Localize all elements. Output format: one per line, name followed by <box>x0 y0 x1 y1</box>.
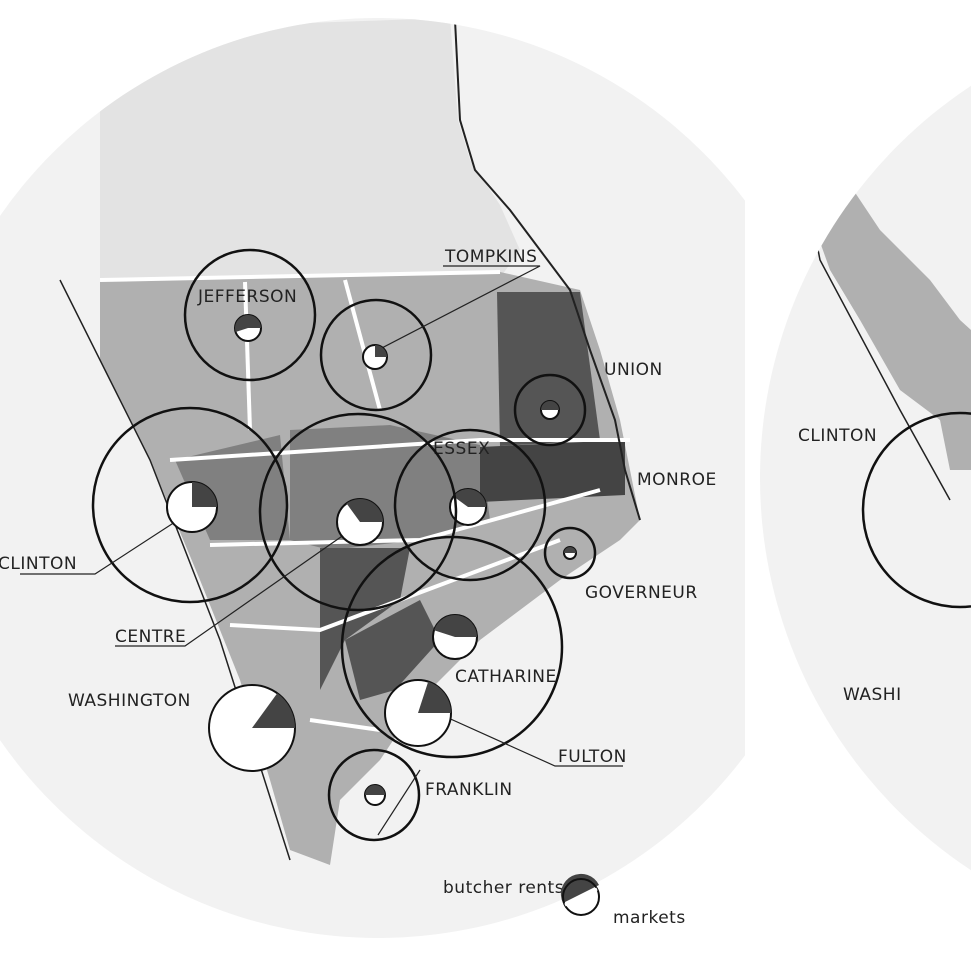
markets: JEFFERSON TOMPKINS UNION ESSEX MONROE CLINTON… <box>0 247 717 842</box>
market-range <box>91 406 289 604</box>
ward <box>497 292 600 446</box>
market-label: ESSEX <box>433 439 490 459</box>
shoreline <box>454 19 641 521</box>
pie-butcher <box>375 345 387 357</box>
pie-butcher <box>252 693 295 728</box>
inset-panel: CLINTON WASHI <box>760 85 971 871</box>
north-district <box>100 18 520 282</box>
ward <box>480 440 625 502</box>
market-label: CATHARINE <box>455 667 557 687</box>
market-label: GOVERNEUR <box>585 583 698 603</box>
market-range <box>513 373 587 447</box>
legend-label: markets <box>613 908 686 928</box>
market-range <box>543 526 597 580</box>
pie-butcher <box>541 401 559 410</box>
pie-butcher <box>434 615 477 637</box>
market-label: TOMPKINS <box>444 247 537 267</box>
market-range <box>183 248 317 382</box>
market-range <box>340 535 564 759</box>
market-range <box>258 412 458 612</box>
inset-label: WASHI <box>843 685 902 705</box>
market-label: FULTON <box>558 747 627 767</box>
market-range <box>393 428 547 582</box>
market-label: CLINTON <box>0 554 77 574</box>
market-label: CENTRE <box>115 627 186 647</box>
market-range <box>319 298 433 412</box>
leader-line <box>20 521 176 575</box>
inset-market-circle <box>861 411 971 609</box>
leader-line <box>434 711 623 767</box>
market-label: FRANKLIN <box>425 780 513 800</box>
pie-butcher <box>453 489 486 507</box>
pie-butcher <box>564 547 576 553</box>
pie-butcher <box>192 482 217 507</box>
legend-clip: markets <box>613 908 686 928</box>
market-range <box>327 748 421 842</box>
market-label: MONROE <box>637 470 717 490</box>
pie-butcher <box>346 499 383 522</box>
legend-label: butcher rents <box>443 878 564 898</box>
inset-label: CLINTON <box>798 426 877 446</box>
leader-line <box>377 265 541 351</box>
legend-symbol <box>560 873 600 916</box>
pie-butcher <box>365 785 385 795</box>
leader-line <box>115 531 349 647</box>
market-label: UNION <box>604 360 663 380</box>
pie-butcher <box>234 314 261 333</box>
inset-wards <box>800 140 971 470</box>
pie-butcher <box>418 681 451 713</box>
market-label: JEFFERSON <box>197 287 297 307</box>
ward <box>345 600 440 700</box>
leader-line <box>377 769 421 836</box>
main-panel <box>0 18 745 938</box>
inset-disc <box>760 85 971 871</box>
market-label: WASHINGTON <box>68 691 191 711</box>
ward <box>320 548 410 690</box>
